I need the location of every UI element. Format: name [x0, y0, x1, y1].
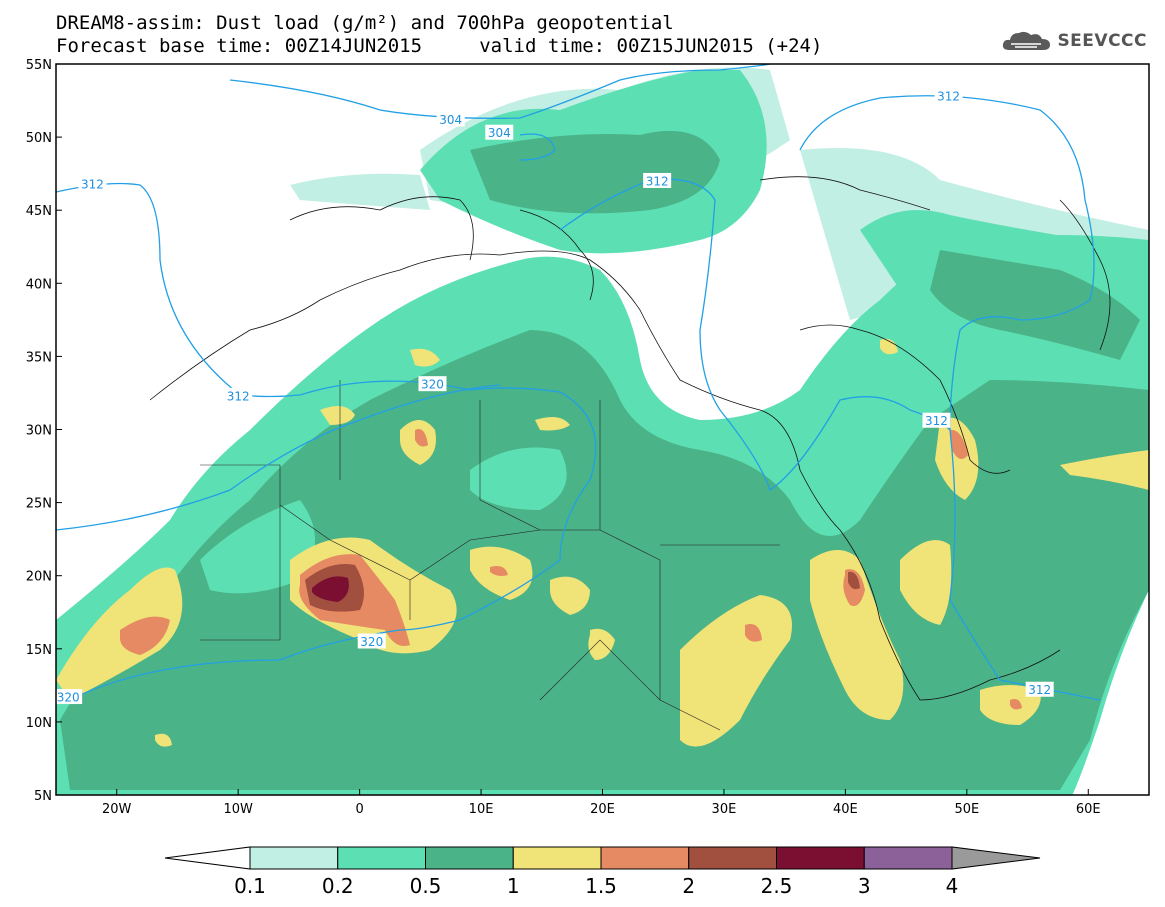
lon-label: 20E — [590, 802, 615, 817]
cloud-icon — [1003, 31, 1051, 50]
colorbar-label: 0.1 — [234, 874, 266, 898]
colorbar-label: 1.5 — [585, 874, 617, 898]
svg-text:320: 320 — [421, 378, 444, 392]
svg-text:312: 312 — [925, 414, 948, 428]
colorbar-label: 0.2 — [321, 874, 354, 898]
contour-label: 312 — [78, 175, 107, 191]
colorbar-label: 2.5 — [760, 874, 793, 898]
dust-fields — [56, 67, 1149, 795]
svg-text:304: 304 — [488, 126, 511, 140]
colorbar-label: 2 — [682, 874, 696, 898]
contour-label: 320 — [357, 633, 386, 649]
colorbar-label: 1 — [506, 874, 520, 898]
contour-label: 312 — [934, 88, 963, 104]
lat-label: 25N — [26, 497, 52, 512]
lat-label: 40N — [26, 277, 52, 292]
svg-text:312: 312 — [227, 389, 250, 403]
lon-label: 30E — [712, 802, 737, 817]
lat-label: 50N — [26, 131, 52, 146]
lat-label: 30N — [26, 424, 52, 439]
coastlines — [149, 176, 1111, 701]
contour-label: 320 — [54, 689, 83, 705]
lat-label: 35N — [26, 350, 52, 365]
svg-text:312: 312 — [81, 177, 104, 191]
colorbar-label: 0.5 — [409, 874, 442, 898]
contour-label: 312 — [922, 412, 951, 428]
lat-label: 55N — [26, 58, 52, 73]
lon-label: 20W — [102, 802, 132, 817]
contour-label: 320 — [418, 376, 447, 392]
svg-text:320: 320 — [360, 635, 383, 649]
logo-text: SEEVCCC — [1057, 31, 1147, 51]
geopotential-contours — [56, 64, 1101, 701]
svg-text:320: 320 — [57, 691, 80, 705]
contour-labels: 304 304 312 312 312 312 320 312 320 312 320 — [54, 88, 1054, 705]
lat-label: 10N — [26, 716, 52, 731]
lat-label: 5N — [34, 789, 52, 804]
seevccc-logo: SEEVCCC — [1001, 28, 1147, 54]
lon-label: 40E — [833, 802, 858, 817]
lon-label: 0 — [355, 802, 363, 817]
contour-label: 304 — [436, 111, 465, 127]
lon-label: 10E — [469, 802, 494, 817]
svg-text:312: 312 — [937, 90, 960, 104]
lon-label: 10W — [223, 802, 253, 817]
svg-text:312: 312 — [646, 174, 669, 188]
lon-label: 60E — [1076, 802, 1101, 817]
svg-text:304: 304 — [439, 113, 462, 127]
lat-label: 15N — [26, 643, 52, 658]
forecast-time-line: Forecast base time: 00Z14JUN2015 valid t… — [56, 35, 823, 57]
svg-text:312: 312 — [1028, 683, 1051, 697]
contour-label: 312 — [643, 172, 672, 188]
lon-label: 50E — [954, 802, 979, 817]
colorbar-label: 3 — [857, 874, 871, 898]
contour-label: 304 — [485, 124, 514, 140]
colorbar-label: 4 — [945, 874, 959, 898]
lat-label: 45N — [26, 204, 52, 219]
lat-label: 20N — [26, 570, 52, 585]
contour-label: 312 — [224, 387, 253, 403]
contour-label: 312 — [1025, 681, 1054, 697]
map-title: DREAM8-assim: Dust load (g/m²) and 700hP… — [56, 12, 674, 34]
axis-labels: 55N 50N 45N 40N 35N 30N 25N 20N 15N 10N 5N 20W 10W 0 1… — [26, 58, 1101, 817]
